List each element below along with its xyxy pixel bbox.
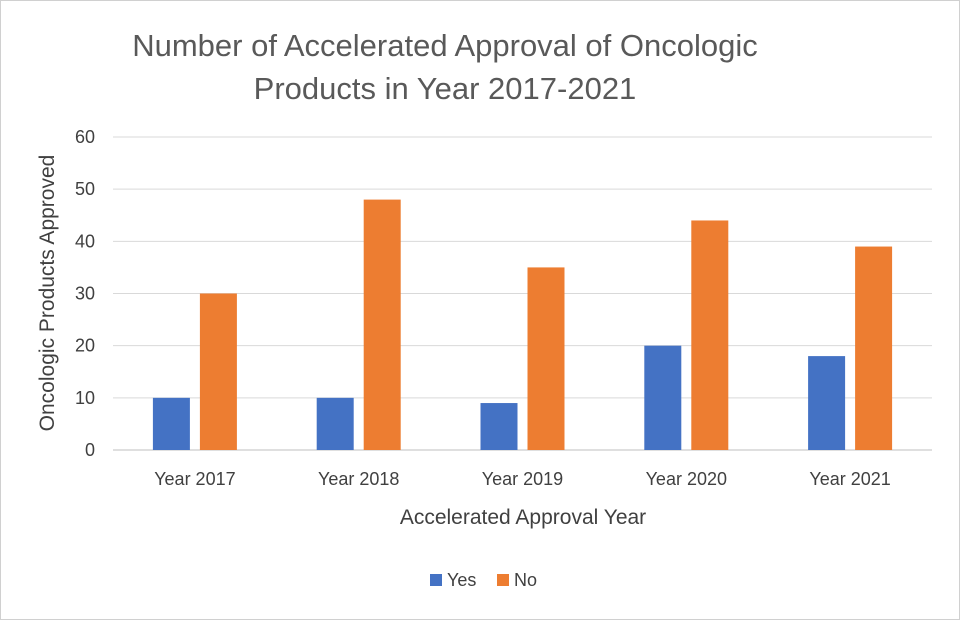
bar-no-year-2019 [527,267,565,450]
legend: Yes No [430,570,537,590]
x-tick-label: Year 2017 [154,469,235,489]
y-tick-label: 30 [75,284,95,304]
y-axis-tick-labels: 0 10 20 30 40 50 60 [75,127,95,460]
y-tick-label: 50 [75,179,95,199]
x-tick-label: Year 2020 [646,469,727,489]
legend-swatch-no [497,574,509,586]
bar-yes-year-2017 [152,397,190,450]
bar-yes-year-2021 [808,356,846,450]
y-tick-label: 10 [75,388,95,408]
legend-label-no: No [514,570,537,590]
x-axis-tick-labels: Year 2017 Year 2018 Year 2019 Year 2020 Year… [154,469,891,489]
chart-title-line-1: Number of Accelerated Approval of Oncolo… [132,28,758,63]
y-tick-label: 0 [85,440,95,460]
chart-title-line-2: Products in Year 2017-2021 [254,71,637,106]
bar-yes-year-2019 [480,403,518,450]
bar-yes-year-2018 [316,397,354,450]
bar-no-year-2018 [363,199,401,450]
y-tick-label: 60 [75,127,95,147]
x-tick-label: Year 2019 [482,469,563,489]
y-axis-title: Oncologic Products Approved [36,155,59,432]
x-tick-label: Year 2018 [318,469,399,489]
y-tick-label: 40 [75,231,95,251]
y-tick-label: 20 [75,336,95,356]
legend-swatch-yes [430,574,442,586]
bar-no-year-2017 [199,293,237,450]
bar-no-year-2021 [855,246,893,450]
bar-no-year-2020 [691,220,729,450]
bars [152,199,893,450]
x-axis-title: Accelerated Approval Year [400,506,646,529]
x-tick-label: Year 2021 [809,469,890,489]
legend-label-yes: Yes [447,570,476,590]
gridlines [113,136,932,451]
bar-yes-year-2020 [644,345,682,450]
